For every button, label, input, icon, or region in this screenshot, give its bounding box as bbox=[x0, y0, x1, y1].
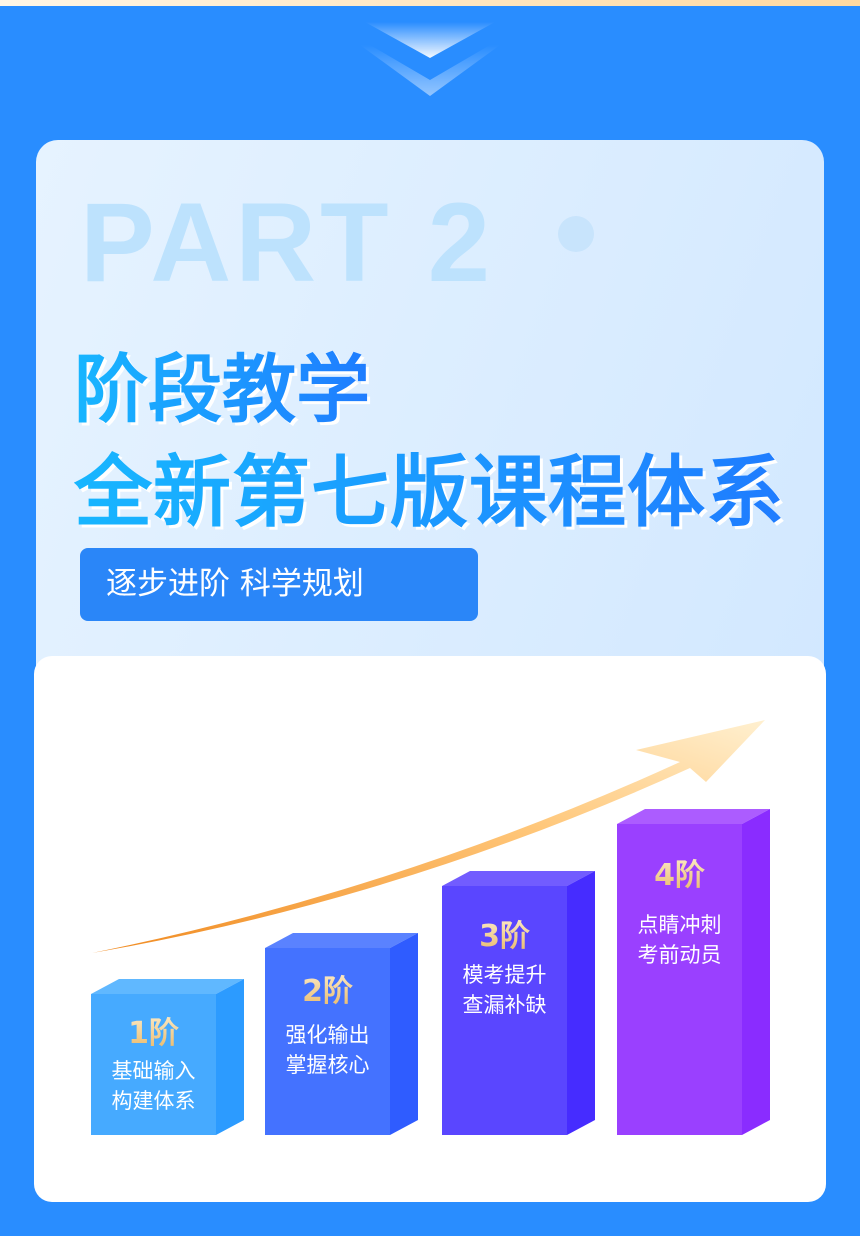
stage-label: 4阶 bbox=[617, 850, 742, 894]
bar-top bbox=[265, 933, 418, 948]
description-line-1: 基础输入 bbox=[111, 1059, 196, 1083]
description-line-2: 掌握核心 bbox=[285, 1053, 370, 1077]
stage-description: 基础输入 构建体系 bbox=[91, 1056, 216, 1116]
part-label: PART 2 bbox=[80, 180, 494, 305]
top-accent-bar bbox=[0, 0, 860, 6]
stage-description: 点睛冲刺 考前动员 bbox=[617, 910, 742, 970]
title-line-2: 全新第七版课程体系 bbox=[74, 430, 785, 542]
stage-label: 1阶 bbox=[91, 1008, 216, 1052]
description-line-1: 点睛冲刺 bbox=[637, 913, 722, 937]
bar-side bbox=[216, 979, 244, 1135]
stage-bar-2: 2阶 强化输出掌握核心 bbox=[265, 933, 418, 1135]
description-line-2: 考前动员 bbox=[637, 943, 722, 967]
bar-front bbox=[91, 994, 216, 1135]
stage-bar-1: 1阶 基础输入构建体系 bbox=[91, 979, 244, 1135]
stage-description: 模考提升 查漏补缺 bbox=[442, 960, 567, 1020]
tagline-badge: 逐步进阶 科学规划 bbox=[80, 548, 478, 621]
title-line-1: 阶段教学 bbox=[74, 330, 370, 437]
description-line-1: 强化输出 bbox=[285, 1023, 370, 1047]
description-line-2: 查漏补缺 bbox=[462, 993, 547, 1017]
bar-front bbox=[442, 886, 567, 1135]
bar-side bbox=[390, 933, 418, 1135]
description-line-2: 构建体系 bbox=[111, 1089, 196, 1113]
bar-top bbox=[617, 809, 770, 824]
bar-top bbox=[442, 871, 595, 886]
chevron-down-icon bbox=[360, 22, 500, 96]
decorative-dot bbox=[558, 216, 594, 252]
bar-side bbox=[742, 809, 770, 1135]
bar-top bbox=[91, 979, 244, 994]
stage-label: 3阶 bbox=[442, 911, 567, 955]
description-line-1: 模考提升 bbox=[462, 963, 547, 987]
stage-label: 2阶 bbox=[265, 966, 390, 1010]
stage-bar-4: 4阶 点睛冲刺考前动员 bbox=[617, 809, 770, 1135]
stage-bar-3: 3阶 模考提升查漏补缺 bbox=[442, 871, 595, 1135]
bar-side bbox=[567, 871, 595, 1135]
bar-front bbox=[265, 948, 390, 1135]
bar-front bbox=[617, 824, 742, 1135]
stage-description: 强化输出 掌握核心 bbox=[265, 1020, 390, 1080]
